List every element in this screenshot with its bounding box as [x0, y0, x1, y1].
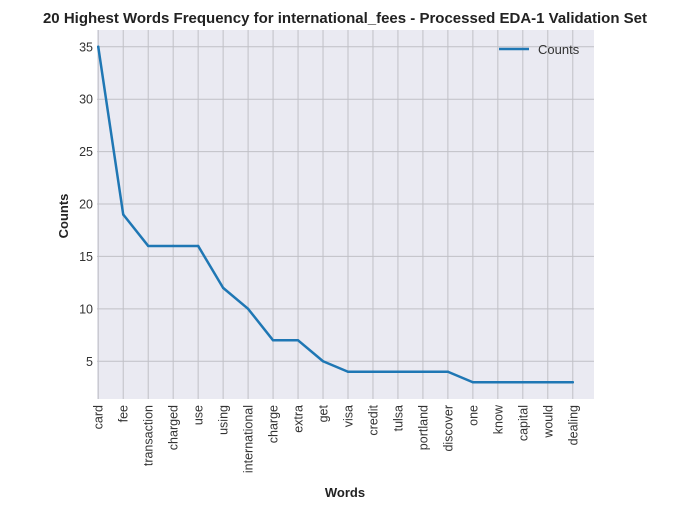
x-tick-label: portland — [416, 405, 430, 450]
x-axis-label: Words — [325, 485, 365, 500]
data-point — [421, 370, 425, 373]
x-tick-label: extra — [292, 405, 306, 433]
data-point — [296, 339, 300, 342]
y-tick-label: 25 — [79, 145, 93, 159]
data-point — [496, 381, 500, 384]
x-tick-label: charge — [267, 405, 281, 443]
data-point — [122, 213, 125, 216]
y-tick-label: 20 — [79, 198, 93, 212]
data-point — [196, 244, 200, 248]
data-point — [546, 381, 549, 384]
x-tick-label: one — [466, 405, 480, 426]
x-tick-label: international — [242, 405, 256, 473]
y-tick-label: 35 — [79, 40, 93, 54]
x-tick-label: fee — [117, 405, 131, 422]
x-tick-label: capital — [516, 405, 530, 441]
y-tick-label: 30 — [79, 93, 93, 107]
data-point — [371, 370, 375, 373]
data-point — [147, 244, 150, 248]
data-point — [271, 339, 275, 342]
y-tick-label: 10 — [79, 302, 93, 316]
chart-title: 20 Highest Words Frequency for internati… — [43, 10, 647, 27]
x-tick-label: charged — [167, 405, 181, 450]
data-point — [321, 360, 325, 363]
data-point — [471, 381, 475, 384]
series-line-counts — [97, 45, 575, 384]
data-point — [571, 381, 574, 384]
x-tick-label: card — [92, 405, 106, 429]
y-tick-label: 15 — [79, 250, 93, 264]
data-point — [97, 45, 100, 48]
plot-area — [97, 30, 594, 399]
data-point — [346, 370, 350, 373]
x-tick-label: use — [192, 405, 206, 425]
x-tick-label: visa — [341, 405, 355, 427]
x-tick-label: tulsa — [391, 405, 405, 431]
x-tick-label: know — [491, 404, 505, 434]
x-tick-label: would — [541, 405, 555, 439]
data-point — [171, 244, 175, 248]
grid — [97, 30, 594, 399]
x-tick-label: dealing — [566, 405, 580, 445]
y-tick-label: 5 — [86, 355, 93, 369]
x-tick-label: credit — [366, 404, 380, 435]
x-tick-label: get — [317, 404, 331, 422]
tick-labels: card fee transaction charged use using interna… — [79, 40, 580, 473]
x-tick-label: discover — [441, 405, 455, 452]
y-axis-label: Counts — [56, 194, 71, 239]
x-tick-label: using — [217, 405, 231, 435]
data-point — [446, 370, 450, 373]
legend: Counts — [499, 42, 580, 57]
data-point — [246, 307, 250, 311]
data-point — [396, 370, 400, 373]
x-tick-label: transaction — [142, 405, 156, 466]
data-point — [221, 286, 225, 290]
series-lines — [97, 45, 575, 384]
data-point — [521, 381, 525, 384]
legend-label-counts: Counts — [538, 42, 580, 57]
